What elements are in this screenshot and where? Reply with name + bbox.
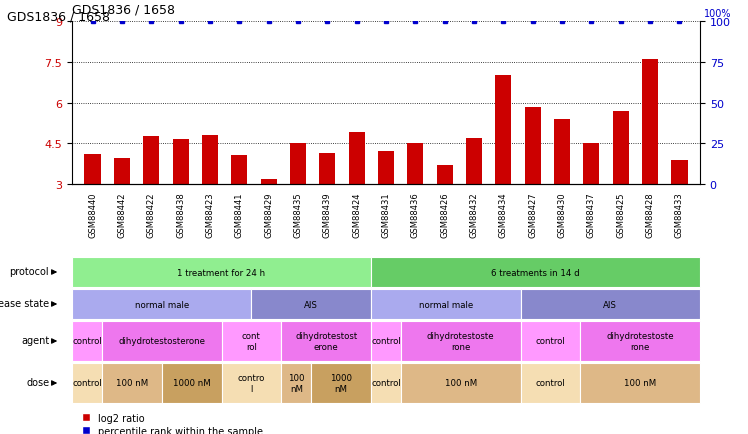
Legend: log2 ratio, percentile rank within the sample: log2 ratio, percentile rank within the s… (77, 409, 267, 434)
Text: 1000
nM: 1000 nM (330, 373, 352, 393)
Bar (72, 257, 371, 288)
Text: GDS1836 / 1658: GDS1836 / 1658 (7, 11, 110, 24)
Bar (401, 321, 521, 362)
Bar (260, 179, 277, 184)
Text: dose: dose (26, 377, 49, 387)
Bar (102, 321, 221, 362)
Bar (349, 133, 365, 184)
Bar (85, 155, 101, 184)
Text: control: control (72, 337, 102, 346)
Text: dihydrotestost
erone: dihydrotestost erone (295, 332, 358, 351)
Text: AIS: AIS (304, 300, 318, 309)
Text: dihydrotestosterone: dihydrotestosterone (118, 337, 205, 346)
Text: 1000 nM: 1000 nM (173, 378, 210, 388)
Bar (72, 363, 102, 403)
Text: control: control (536, 378, 565, 388)
Text: cont
rol: cont rol (242, 332, 261, 351)
Text: normal male: normal male (135, 300, 188, 309)
Text: dihydrotestoste
rone: dihydrotestoste rone (607, 332, 674, 351)
Bar (221, 363, 281, 403)
Text: protocol: protocol (10, 267, 49, 277)
Text: 100
nM: 100 nM (288, 373, 304, 393)
Bar (495, 76, 512, 184)
Bar (437, 166, 453, 184)
Bar (143, 137, 159, 184)
Text: GDS1836 / 1658: GDS1836 / 1658 (72, 3, 175, 16)
Bar (466, 138, 482, 184)
Bar (371, 289, 521, 319)
Bar (311, 363, 371, 403)
Bar (580, 363, 700, 403)
Bar (251, 289, 371, 319)
Bar (583, 144, 599, 184)
Bar (672, 160, 687, 184)
Bar (642, 60, 658, 184)
Bar (613, 112, 629, 184)
Text: AIS: AIS (604, 300, 617, 309)
Bar (162, 363, 221, 403)
Bar (521, 289, 700, 319)
Bar (580, 321, 700, 362)
Bar (407, 144, 423, 184)
Bar (281, 321, 371, 362)
Bar (72, 289, 251, 319)
Bar (371, 321, 401, 362)
Bar (221, 321, 281, 362)
Text: contro
l: contro l (238, 373, 265, 393)
Text: agent: agent (21, 335, 49, 345)
Bar (401, 363, 521, 403)
Text: control: control (536, 337, 565, 346)
Text: 100 nM: 100 nM (624, 378, 656, 388)
Bar (378, 152, 394, 184)
Bar (173, 140, 188, 184)
Bar (114, 159, 130, 184)
Bar (290, 144, 306, 184)
Bar (521, 321, 580, 362)
Bar (319, 153, 335, 184)
Bar (231, 156, 248, 184)
Text: disease state: disease state (0, 299, 49, 309)
Bar (554, 119, 570, 184)
Bar (281, 363, 311, 403)
Text: control: control (371, 337, 401, 346)
Text: 100 nM: 100 nM (444, 378, 477, 388)
Text: normal male: normal male (419, 300, 473, 309)
Bar (371, 257, 700, 288)
Bar (202, 136, 218, 184)
Text: control: control (371, 378, 401, 388)
Text: dihydrotestoste
rone: dihydrotestoste rone (427, 332, 494, 351)
Text: 6 treatments in 14 d: 6 treatments in 14 d (491, 268, 580, 277)
Text: control: control (72, 378, 102, 388)
Bar (371, 363, 401, 403)
Bar (102, 363, 162, 403)
Text: 1 treatment for 24 h: 1 treatment for 24 h (177, 268, 266, 277)
Bar (524, 107, 541, 184)
Bar (521, 363, 580, 403)
Text: 100%: 100% (704, 9, 732, 19)
Text: 100 nM: 100 nM (116, 378, 148, 388)
Bar (72, 321, 102, 362)
